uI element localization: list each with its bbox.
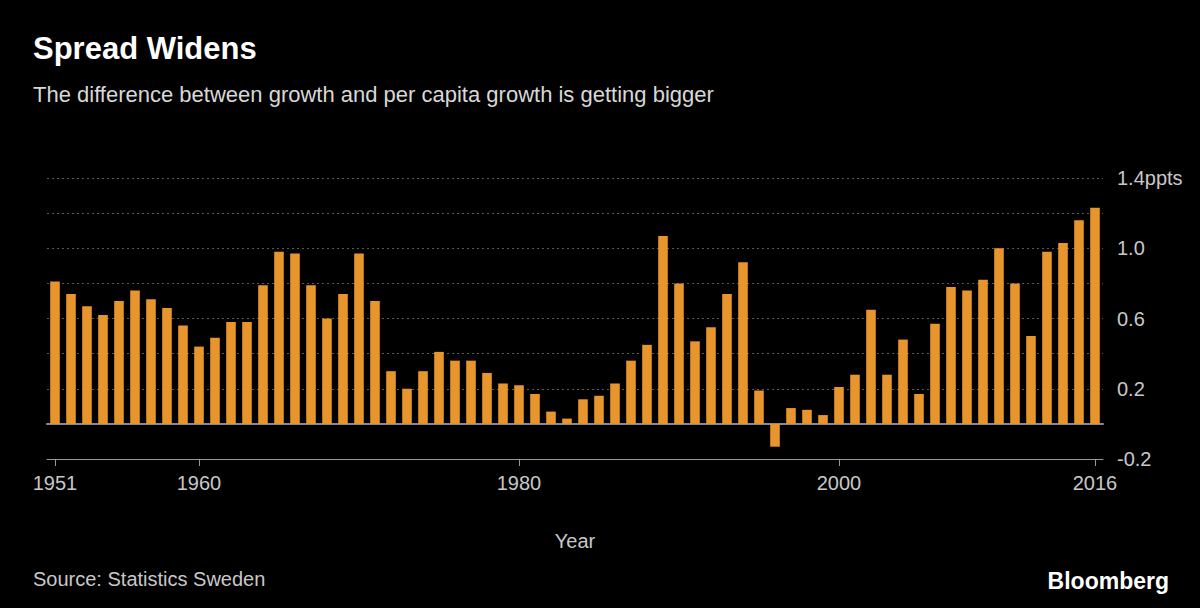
svg-text:Year: Year — [555, 530, 596, 552]
svg-text:Spread Widens: Spread Widens — [33, 31, 257, 66]
svg-text:1960: 1960 — [177, 472, 222, 494]
svg-text:Bloomberg: Bloomberg — [1048, 568, 1169, 594]
svg-text:1.0: 1.0 — [1117, 237, 1145, 259]
svg-text:2016: 2016 — [1073, 472, 1118, 494]
svg-text:The difference between growth: The difference between growth and per ca… — [33, 82, 714, 107]
svg-text:-0.2: -0.2 — [1117, 448, 1151, 470]
svg-text:1980: 1980 — [497, 472, 542, 494]
svg-text:1951: 1951 — [33, 472, 78, 494]
svg-text:Source: Statistics Sweden: Source: Statistics Sweden — [33, 568, 265, 590]
svg-text:0.6: 0.6 — [1117, 308, 1145, 330]
svg-text:0.2: 0.2 — [1117, 378, 1145, 400]
svg-text:1.4ppts: 1.4ppts — [1117, 167, 1183, 189]
svg-text:2000: 2000 — [817, 472, 862, 494]
